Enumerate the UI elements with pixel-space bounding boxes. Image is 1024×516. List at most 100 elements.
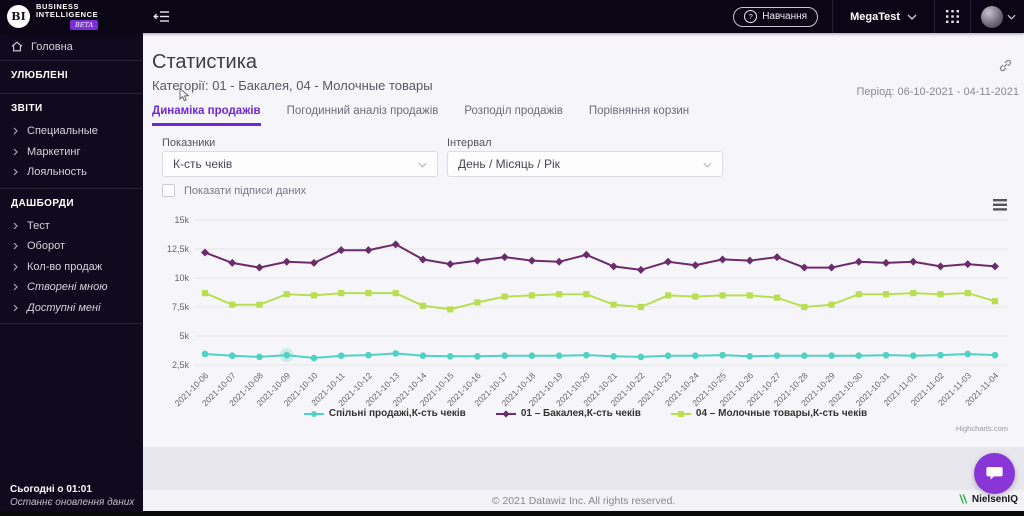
tab-sales-distribution[interactable]: Розподіл продажів (464, 105, 563, 117)
sidebar-item[interactable]: Маркетинг (0, 142, 143, 163)
sidebar-item[interactable]: Оборот (0, 236, 143, 257)
data-point[interactable] (991, 262, 999, 271)
data-point[interactable] (692, 293, 699, 300)
data-point[interactable] (555, 257, 564, 266)
data-point[interactable] (828, 301, 835, 308)
data-point[interactable] (392, 289, 399, 297)
data-point[interactable] (337, 246, 346, 255)
data-point[interactable] (665, 292, 672, 299)
data-point[interactable] (910, 289, 917, 297)
data-point[interactable] (201, 289, 209, 297)
data-point[interactable] (391, 240, 400, 249)
data-point[interactable] (609, 262, 618, 271)
data-point[interactable] (746, 292, 753, 299)
data-point[interactable] (800, 263, 809, 272)
data-point[interactable] (501, 293, 508, 300)
data-point[interactable] (447, 306, 454, 313)
workspace-menu[interactable]: MegaTest (833, 11, 934, 23)
training-button[interactable]: ? Навчання (733, 6, 819, 27)
data-point[interactable] (310, 292, 318, 299)
data-point[interactable] (937, 291, 944, 298)
data-point[interactable] (801, 303, 808, 311)
legend-item[interactable]: 04 – Молочные товары,К-сть чеків (670, 408, 867, 419)
data-point[interactable] (854, 257, 863, 266)
data-point[interactable] (500, 253, 509, 262)
data-point[interactable] (229, 301, 236, 308)
chat-button[interactable] (974, 453, 1015, 494)
data-point[interactable] (964, 350, 972, 358)
sidebar-item[interactable]: Специальные (0, 121, 143, 142)
data-point[interactable] (719, 292, 726, 299)
data-point[interactable] (228, 352, 236, 360)
data-point[interactable] (555, 352, 563, 360)
sidebar-item[interactable]: Кол-во продаж (0, 257, 143, 278)
interval-select[interactable]: День / Місяць / Рік (447, 151, 723, 177)
data-point[interactable] (637, 303, 644, 311)
data-point[interactable] (364, 246, 373, 255)
data-point[interactable] (556, 291, 563, 298)
data-point[interactable] (310, 354, 318, 362)
sidebar-item-home[interactable]: Головна (0, 33, 143, 60)
data-point[interactable] (419, 352, 427, 360)
data-point[interactable] (446, 353, 454, 360)
data-point[interactable] (392, 350, 399, 357)
sidebar-item[interactable]: Доступні мені (0, 298, 143, 319)
data-point[interactable] (664, 352, 672, 360)
share-link-icon[interactable] (999, 59, 1012, 77)
tab-sales-dynamics[interactable]: Динаміка продажів (152, 105, 261, 126)
data-point[interactable] (583, 351, 590, 359)
legend-marker[interactable] (310, 410, 317, 417)
data-point[interactable] (963, 260, 972, 269)
data-point[interactable] (583, 291, 590, 298)
checkbox[interactable] (162, 184, 175, 197)
data-point[interactable] (773, 253, 782, 262)
data-point[interactable] (501, 352, 508, 360)
data-point[interactable] (283, 291, 290, 298)
data-point[interactable] (936, 262, 945, 271)
data-point[interactable] (282, 257, 291, 266)
data-point[interactable] (365, 289, 372, 297)
data-point[interactable] (527, 256, 536, 265)
data-point[interactable] (991, 298, 999, 305)
data-point[interactable] (937, 351, 944, 359)
data-point[interactable] (636, 265, 645, 274)
data-point[interactable] (664, 257, 673, 266)
data-point[interactable] (610, 301, 617, 308)
data-point[interactable] (474, 353, 481, 360)
data-point[interactable] (827, 263, 836, 272)
data-point[interactable] (882, 291, 890, 298)
data-point[interactable] (719, 351, 726, 359)
apps-grid-button[interactable] (935, 10, 970, 23)
data-point[interactable] (691, 261, 700, 270)
data-point[interactable] (745, 256, 754, 265)
data-point[interactable] (882, 258, 891, 267)
metric-select[interactable]: К-сть чеків (162, 151, 438, 177)
data-point[interactable] (201, 248, 209, 257)
data-point[interactable] (692, 352, 699, 360)
data-point[interactable] (309, 258, 318, 267)
data-labels-checkbox-row[interactable]: Показати підписи даних (162, 184, 306, 197)
tab-hourly-analysis[interactable]: Погодинний аналіз продажів (286, 105, 439, 117)
data-point[interactable] (365, 351, 372, 359)
data-point[interactable] (828, 352, 835, 360)
data-point[interactable] (474, 299, 481, 306)
data-point[interactable] (338, 289, 345, 297)
data-point[interactable] (855, 352, 863, 360)
data-point[interactable] (964, 289, 971, 297)
data-point[interactable] (909, 352, 917, 360)
app-logo[interactable]: BI BUSINESS INTELLIGENCE BETA (0, 3, 143, 30)
data-point[interactable] (228, 258, 237, 267)
data-point[interactable] (991, 351, 999, 359)
legend-marker[interactable] (677, 410, 684, 417)
data-point[interactable] (446, 260, 455, 269)
data-point[interactable] (773, 352, 781, 360)
data-point[interactable] (283, 351, 291, 359)
tab-basket-comparison[interactable]: Порівняння корзин (588, 105, 690, 117)
chart-context-menu-button[interactable] (993, 198, 1008, 216)
data-point[interactable] (256, 353, 263, 361)
data-point[interactable] (582, 250, 591, 259)
data-point[interactable] (882, 351, 890, 359)
collapse-sidebar-icon[interactable] (153, 10, 170, 23)
data-point[interactable] (255, 263, 264, 272)
data-point[interactable] (909, 257, 918, 266)
